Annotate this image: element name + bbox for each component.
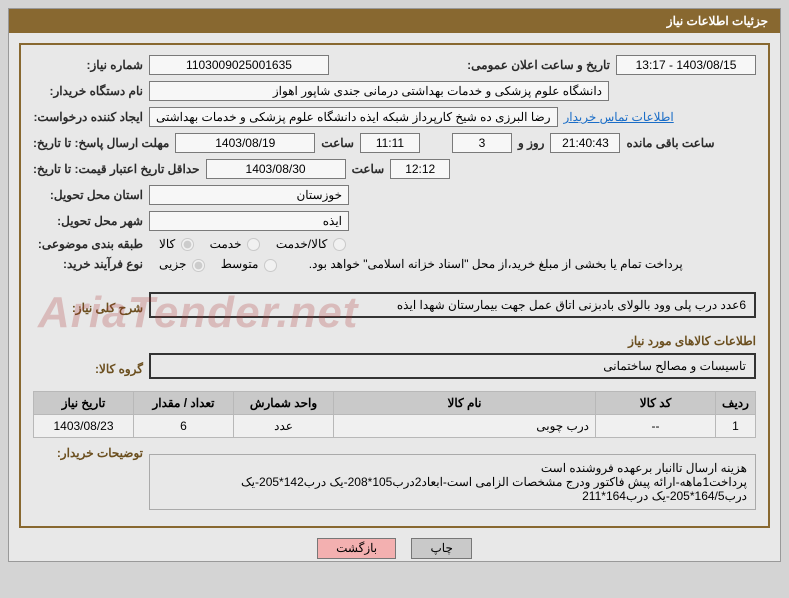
general-desc-label: شرح کلی نیاز: bbox=[33, 301, 143, 315]
creator-label: ایجاد کننده درخواست: bbox=[33, 110, 143, 124]
need-number-label: شماره نیاز: bbox=[33, 58, 143, 72]
purchase-type-label: نوع فرآیند خرید: bbox=[33, 257, 143, 271]
days-remaining: 3 bbox=[452, 133, 512, 153]
radio-partial-label: جزیی bbox=[159, 257, 205, 271]
col-name: نام کالا bbox=[334, 391, 596, 414]
radio-medium[interactable] bbox=[264, 259, 277, 272]
saat-label-1: ساعت bbox=[321, 136, 354, 150]
buyer-org-value: دانشگاه علوم پزشکی و خدمات بهداشتی درمان… bbox=[149, 81, 609, 101]
province-value: خوزستان bbox=[149, 185, 349, 205]
goods-group-label: گروه کالا: bbox=[33, 362, 143, 376]
province-label: استان محل تحویل: bbox=[33, 188, 143, 202]
buyer-notes-label: توضیحات خریدار: bbox=[33, 446, 143, 460]
print-button[interactable]: چاپ bbox=[411, 538, 471, 559]
cell-date: 1403/08/23 bbox=[34, 414, 134, 437]
city-value: ایذه bbox=[149, 211, 349, 231]
cell-code: -- bbox=[596, 414, 716, 437]
need-number-value: 1103009025001635 bbox=[149, 55, 329, 75]
radio-both[interactable] bbox=[333, 238, 346, 251]
cell-row-num: 1 bbox=[716, 414, 756, 437]
radio-service-label: خدمت bbox=[210, 237, 260, 251]
min-validity-time: 12:12 bbox=[390, 159, 450, 179]
col-row: ردیف bbox=[716, 391, 756, 414]
col-date: تاریخ نیاز bbox=[34, 391, 134, 414]
general-desc-value: 6عدد درب پلی وود بالولای بادبزنی اتاق عم… bbox=[149, 292, 756, 318]
items-table: ردیف کد کالا نام کالا واحد شمارش تعداد /… bbox=[33, 391, 756, 438]
pub-time-value: 1403/08/15 - 13:17 bbox=[616, 55, 756, 75]
min-validity-date: 1403/08/30 bbox=[206, 159, 346, 179]
buyer-org-label: نام دستگاه خریدار: bbox=[33, 84, 143, 98]
response-deadline-label: مهلت ارسال پاسخ: تا تاریخ: bbox=[33, 136, 169, 150]
countdown-timer: 21:40:43 bbox=[550, 133, 620, 153]
radio-goods-label: کالا bbox=[159, 237, 194, 251]
creator-value: رضا البرزی ده شیخ کارپرداز شبکه ایذه دان… bbox=[149, 107, 558, 127]
back-button[interactable]: بازگشت bbox=[317, 538, 396, 559]
table-row: 1 -- درب چوبی عدد 6 1403/08/23 bbox=[34, 414, 756, 437]
table-header-row: ردیف کد کالا نام کالا واحد شمارش تعداد /… bbox=[34, 391, 756, 414]
remaining-label: ساعت باقی مانده bbox=[626, 136, 714, 150]
buyer-contact-link[interactable]: اطلاعات تماس خریدار bbox=[564, 110, 674, 124]
radio-both-label: کالا/خدمت bbox=[276, 237, 346, 251]
details-frame: شماره نیاز: 1103009025001635 تاریخ و ساع… bbox=[19, 43, 770, 528]
goods-group-value: تاسیسات و مصالح ساختمانی bbox=[149, 353, 756, 379]
saat-label-2: ساعت bbox=[352, 162, 385, 176]
pub-time-label: تاریخ و ساعت اعلان عمومی: bbox=[467, 58, 610, 72]
radio-medium-label: متوسط bbox=[221, 257, 277, 271]
col-code: کد کالا bbox=[596, 391, 716, 414]
goods-info-header: اطلاعات کالاهای مورد نیاز bbox=[33, 334, 756, 348]
button-row: چاپ بازگشت bbox=[9, 538, 780, 559]
subject-class-label: طبقه بندی موضوعی: bbox=[33, 237, 143, 251]
main-panel: جزئیات اطلاعات نیاز شماره نیاز: 11030090… bbox=[8, 8, 781, 562]
cell-unit: عدد bbox=[234, 414, 334, 437]
cell-qty: 6 bbox=[134, 414, 234, 437]
city-label: شهر محل تحویل: bbox=[33, 214, 143, 228]
response-deadline-date: 1403/08/19 bbox=[175, 133, 315, 153]
buyer-notes-value: هزینه ارسال تاانبار برعهده فروشنده است پ… bbox=[149, 454, 756, 510]
radio-service[interactable] bbox=[247, 238, 260, 251]
rooz-va-label: روز و bbox=[518, 136, 545, 150]
col-unit: واحد شمارش bbox=[234, 391, 334, 414]
response-deadline-time: 11:11 bbox=[360, 133, 420, 153]
min-validity-label: حداقل تاریخ اعتبار قیمت: تا تاریخ: bbox=[33, 162, 200, 176]
payment-note: پرداخت تمام یا بخشی از مبلغ خرید،از محل … bbox=[309, 257, 683, 271]
cell-name: درب چوبی bbox=[334, 414, 596, 437]
panel-title: جزئیات اطلاعات نیاز bbox=[9, 9, 780, 33]
col-qty: تعداد / مقدار bbox=[134, 391, 234, 414]
radio-partial[interactable] bbox=[192, 259, 205, 272]
radio-goods[interactable] bbox=[181, 238, 194, 251]
